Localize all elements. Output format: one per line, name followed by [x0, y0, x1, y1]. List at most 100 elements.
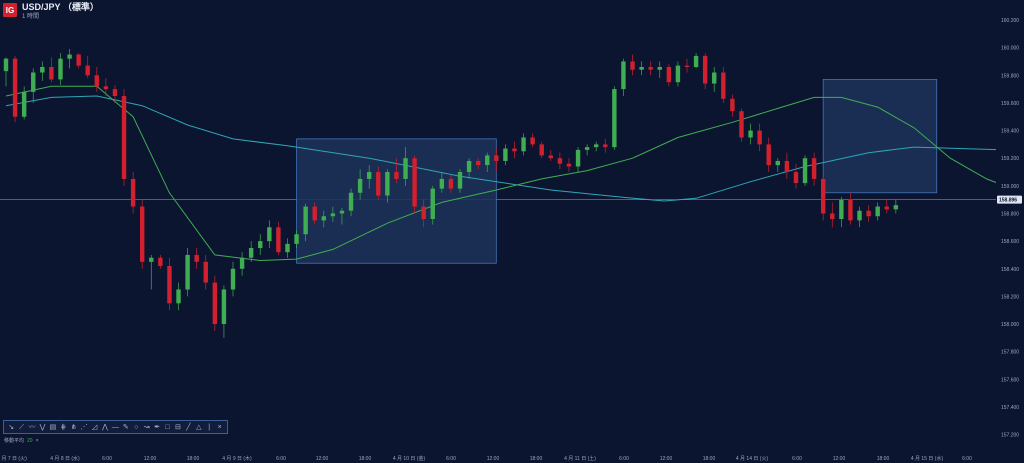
channel-icon[interactable]: ⋕ — [60, 423, 67, 431]
candle-down — [811, 158, 817, 179]
highlight-zone[interactable] — [822, 79, 938, 194]
candle-down — [684, 65, 690, 67]
ig-logo: IG — [3, 3, 17, 17]
x-tick-label: 4 月 8 日 (水) — [50, 455, 80, 462]
wave-icon[interactable]: ⋁ — [39, 423, 46, 431]
x-tick-label: 12:00 — [487, 456, 500, 462]
candle-up — [258, 241, 263, 249]
y-tick-label: 160.000 — [1001, 46, 1019, 52]
candle-up — [875, 206, 880, 217]
candle-up — [693, 55, 699, 67]
candle-down — [821, 178, 826, 214]
arrow-icon[interactable]: ↘ — [8, 423, 15, 431]
triangle-icon[interactable]: △ — [196, 423, 202, 431]
circle-icon[interactable]: ○ — [134, 423, 139, 431]
candle-up — [239, 257, 245, 269]
candle-down — [830, 213, 835, 220]
candle-down — [112, 89, 118, 97]
y-tick-label: 159.200 — [1001, 156, 1019, 162]
candle-up — [248, 248, 254, 258]
rectangle-icon[interactable]: □ — [165, 423, 170, 431]
candle-up — [339, 210, 345, 214]
candle-up — [503, 148, 508, 161]
x-tick-label: 18:00 — [530, 456, 543, 462]
x-tick-label: 4 月 10 日 (金) — [393, 455, 426, 462]
candle-down — [103, 86, 109, 90]
path-icon[interactable]: ↝ — [143, 423, 150, 431]
x-tick-label: 6:00 — [619, 456, 629, 462]
y-tick-label: 158.600 — [1001, 239, 1019, 245]
y-tick-label: 157.200 — [1001, 433, 1019, 439]
trend-line-icon[interactable]: ╱ — [186, 423, 191, 431]
candle-down — [603, 144, 608, 148]
y-tick-label: 158.000 — [1001, 322, 1019, 328]
current-price-label: 158.896 — [999, 198, 1017, 204]
candle-up — [457, 172, 463, 189]
candle-up — [612, 89, 617, 148]
text-icon[interactable]: ✒ — [154, 423, 161, 431]
x-tick-label: 6:00 — [792, 456, 802, 462]
candle-up — [621, 61, 626, 90]
candle-up — [466, 160, 472, 173]
candle-up — [40, 66, 45, 73]
candle-up — [221, 289, 227, 325]
candle-up — [330, 213, 336, 217]
candle-up — [176, 289, 181, 304]
candle-down — [167, 265, 172, 304]
candle-up — [893, 205, 899, 210]
candle-down — [394, 172, 399, 179]
candle-down — [648, 66, 653, 70]
ruler-icon[interactable]: ⊟ — [175, 423, 181, 431]
ma-slow-line — [5, 95, 1024, 202]
current-price-badge — [997, 195, 1022, 204]
price-axis[interactable] — [996, 0, 1024, 463]
candle-down — [702, 55, 708, 84]
polyline-icon[interactable]: ⋀ — [102, 423, 108, 431]
ma-remove-icon[interactable]: × — [35, 437, 39, 444]
candle-up — [575, 149, 581, 167]
candle-up — [357, 178, 363, 193]
line-tool-icon[interactable]: ⟋ — [19, 423, 25, 431]
x-tick-label: 4 月 7 日 (火) — [0, 456, 27, 462]
fibonacci-icon[interactable]: ▤ — [49, 423, 57, 431]
candle-up — [594, 144, 599, 148]
symbol-title[interactable]: USD/JPY （標準） — [22, 2, 99, 12]
pitchfork-icon[interactable]: ⋔ — [70, 423, 77, 431]
candle-up — [285, 243, 290, 253]
candle-up — [521, 137, 526, 152]
candle-up — [712, 72, 717, 84]
candle-down — [494, 155, 499, 161]
close-icon[interactable]: × — [217, 423, 222, 431]
ma-period[interactable]: 20 — [27, 437, 33, 444]
candle-up — [185, 254, 190, 290]
x-tick-label: 18:00 — [359, 456, 372, 462]
horizontal-line-icon[interactable]: — — [111, 423, 119, 431]
timeframe-label[interactable]: 1 時間 — [22, 14, 40, 20]
fan-icon[interactable]: ⋰ — [80, 423, 88, 431]
x-tick-label: 6:00 — [446, 456, 456, 462]
x-tick-label: 18:00 — [187, 456, 200, 462]
candle-up — [485, 155, 490, 166]
candle-down — [866, 210, 871, 217]
candle-down — [539, 144, 544, 156]
highlight-zone[interactable] — [296, 138, 497, 264]
candle-up — [149, 257, 154, 262]
gann-icon[interactable]: ◿ — [91, 423, 98, 431]
candle-up — [802, 158, 808, 184]
candle-up — [58, 58, 63, 80]
y-tick-label: 157.400 — [1001, 405, 1019, 411]
candle-down — [194, 254, 199, 262]
candle-down — [512, 148, 517, 152]
candle-up — [657, 66, 662, 70]
candle-up — [639, 66, 644, 70]
candle-up — [430, 188, 435, 220]
candle-down — [848, 199, 853, 221]
x-tick-label: 18:00 — [703, 456, 716, 462]
candle-up — [294, 234, 299, 244]
brush-icon[interactable]: ✎ — [122, 423, 129, 431]
candle-down — [140, 206, 145, 262]
pen-icon[interactable]: 〰 — [28, 423, 36, 431]
y-tick-label: 158.200 — [1001, 294, 1019, 300]
x-tick-label: 4 月 11 日 (土) — [564, 455, 596, 462]
